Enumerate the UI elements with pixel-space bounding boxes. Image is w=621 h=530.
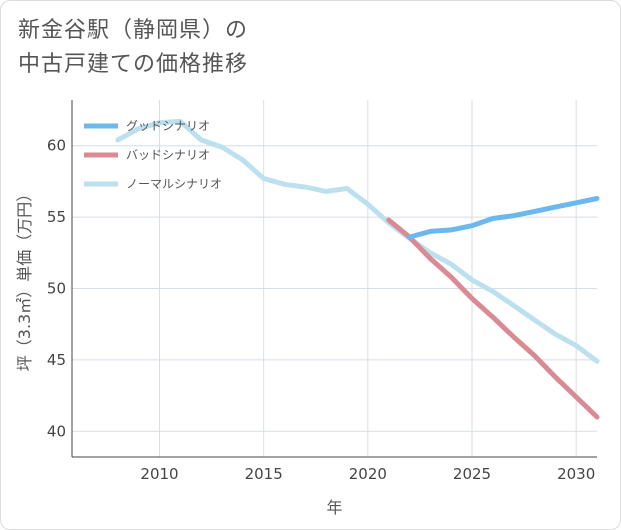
y-tick-label-50: 50 [47,279,66,297]
y-tick-label-45: 45 [47,351,66,369]
legend-label-2: ノーマルシナリオ [126,177,222,191]
series-line-2 [115,118,600,364]
y-axis-label: 坪（3.3㎡）単価（万円） [15,186,34,371]
y-tick-label-55: 55 [47,208,66,226]
series-line-0 [407,196,600,240]
x-tick-label-2025: 2025 [453,465,491,483]
title-line-1: 新金谷駅（静岡県）の [18,18,249,43]
x-tick-label-2015: 2015 [245,465,283,483]
chart-title: 新金谷駅（静岡県）の 中古戸建ての価格推移 [18,14,248,82]
y-tick-label-60: 60 [47,137,66,155]
x-tick-label-2030: 2030 [557,465,595,483]
x-axis-label: 年 [326,498,342,517]
legend-label-0: グッドシナリオ [126,119,210,133]
x-tick-label-2020: 2020 [349,465,387,483]
title-line-2: 中古戸建ての価格推移 [18,52,249,77]
x-tick-label-2010: 2010 [140,465,178,483]
y-tick-label-40: 40 [47,422,66,440]
legend-label-1: バッドシナリオ [126,148,210,162]
series-lines [115,118,600,420]
axes: 2010 2015 2020 2025 2030 40 45 50 55 60 [47,100,597,483]
series-line-1 [386,217,600,420]
